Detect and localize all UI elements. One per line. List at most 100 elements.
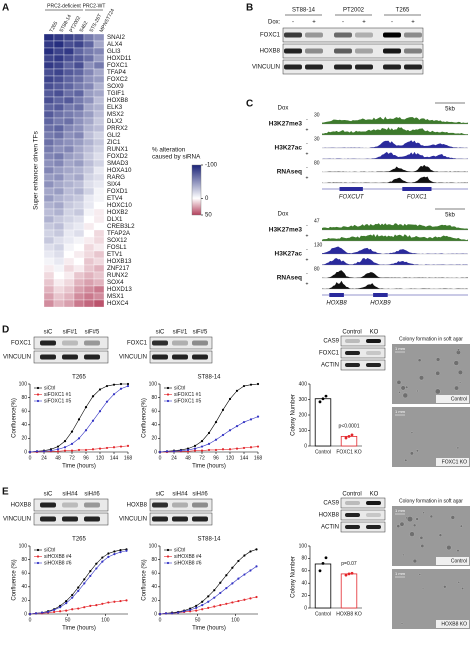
data-point (221, 448, 225, 451)
legend-label: siFOXC1 #5 (44, 398, 71, 404)
data-point (249, 550, 252, 553)
heatmap-cell (83, 75, 95, 84)
blot-band (366, 339, 381, 343)
heatmap-cell (63, 229, 75, 238)
x-tick-label: 0 (29, 455, 32, 461)
data-point (237, 559, 240, 563)
data-point (231, 566, 234, 569)
row-label: RUNX2 (107, 272, 129, 279)
heatmap-cell (83, 159, 95, 168)
heatmap-cell (83, 61, 95, 70)
blot-band (152, 502, 168, 508)
row-label: HOXD13 (107, 286, 132, 293)
lane-label: siC (44, 492, 53, 498)
x-tick-label: 72 (69, 455, 75, 461)
legend-marker (36, 555, 40, 558)
blot-frame (340, 335, 386, 347)
heatmap-cell (73, 61, 85, 70)
blot-row-label: ACTIN (321, 363, 339, 369)
colony (404, 458, 408, 462)
data-point (235, 425, 239, 428)
y-tick-label: 40 (21, 584, 27, 590)
heatmap-cell (73, 40, 85, 49)
group-label: PRC2-WT (83, 3, 106, 9)
data-point (214, 420, 218, 424)
data-point (176, 611, 180, 614)
gene-body (329, 293, 344, 297)
heatmap-cell (83, 285, 95, 294)
data-point (324, 556, 328, 560)
row-label: FOXC1 (107, 62, 128, 69)
heatmap-cell (83, 236, 95, 245)
data-point (56, 445, 60, 448)
row-label: HOXB13 (107, 258, 132, 265)
data-point (119, 445, 123, 448)
data-point (101, 556, 104, 559)
data-point (112, 446, 116, 449)
blot-row-label: HOXB8 (260, 49, 281, 55)
signal-track (322, 151, 468, 159)
data-point (219, 581, 222, 584)
data-point (179, 449, 183, 452)
data-point (256, 445, 260, 448)
y-tick-label: 100 (19, 381, 28, 387)
blot-row-label: VINCULIN (252, 65, 280, 71)
annotation: p<0.0001 (339, 424, 360, 430)
dox-sign: + (306, 175, 309, 181)
blot-band (334, 32, 352, 38)
y-tick-label: 300 (299, 397, 308, 403)
blot-band (152, 354, 168, 360)
panel-label: B (246, 3, 253, 14)
heatmap-cell (53, 180, 65, 189)
heatmap-cell (63, 40, 75, 49)
heatmap-cell (93, 257, 105, 266)
colony (399, 521, 405, 527)
heatmap-cell (93, 166, 105, 175)
track-scale: 30 (314, 136, 320, 142)
chart-title: ST88-14 (197, 375, 221, 381)
data-point (347, 572, 351, 576)
legend-label: siCtrl (174, 385, 185, 391)
row-label: FOSL1 (107, 244, 127, 251)
chart-title: T265 (72, 537, 86, 543)
data-point (59, 610, 62, 613)
y-tick-label: 20 (21, 598, 27, 604)
heatmap-cell (83, 271, 95, 280)
heatmap-cell (43, 47, 55, 56)
dox-sign: + (411, 20, 415, 26)
colony (419, 536, 424, 540)
data-point (170, 612, 174, 615)
data-point (107, 601, 110, 604)
data-point (214, 438, 218, 441)
heatmap-cell (53, 82, 65, 91)
legend-marker (166, 561, 170, 565)
column-label: S462 (79, 20, 90, 33)
heatmap-cell (73, 215, 85, 224)
dox-sign: - (306, 246, 308, 252)
heatmap-cell (83, 124, 95, 133)
blot-band (334, 48, 352, 54)
scale-label: 1 mm (395, 409, 406, 414)
heatmap-cell (83, 152, 95, 161)
heatmap-cell (53, 117, 65, 126)
data-point (225, 574, 228, 577)
heatmap-cell (43, 152, 55, 161)
lane-label: siC (156, 492, 165, 498)
data-point (65, 602, 68, 605)
data-point (77, 418, 81, 421)
heatmap-cell (83, 47, 95, 56)
heatmap-cell (93, 54, 105, 63)
data-point (71, 608, 74, 611)
colony (456, 446, 460, 450)
x-tick-label: FOXC1 KO (336, 449, 361, 455)
colony (435, 357, 441, 362)
heatmap-cell (93, 180, 105, 189)
data-point (243, 573, 246, 576)
dox-sign: + (362, 20, 366, 26)
colony (422, 511, 425, 514)
heatmap-cell (63, 96, 75, 105)
y-tick-label: 100 (149, 543, 158, 549)
annotation: p=0.07 (341, 561, 357, 567)
data-point (53, 608, 56, 612)
panel-label: A (2, 3, 9, 14)
